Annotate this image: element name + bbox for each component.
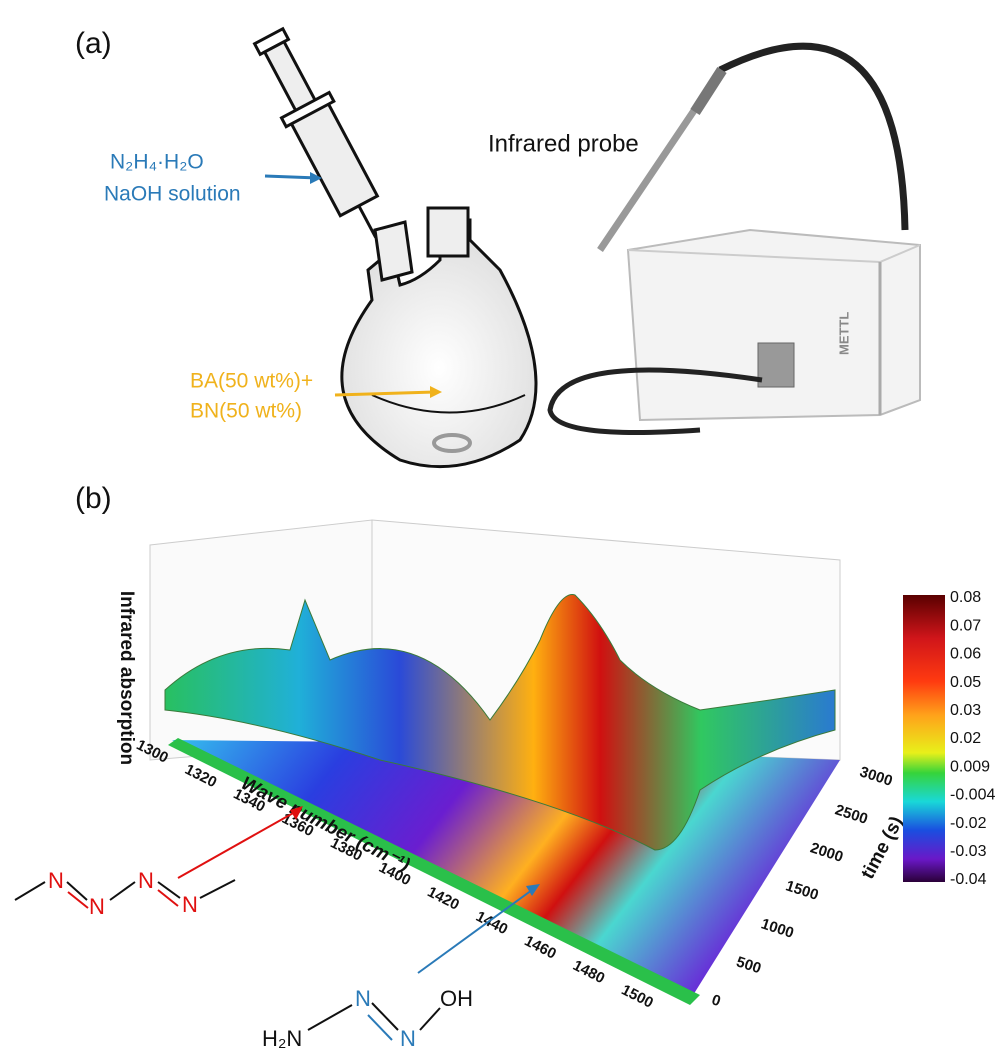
atom: N xyxy=(89,894,105,919)
brand: METTL xyxy=(836,312,851,355)
ir-instrument: METTL xyxy=(547,42,921,435)
azo-structure: N N N N xyxy=(14,806,303,919)
colorbar-tick-label: 0.06 xyxy=(950,646,981,663)
panel-label: (b) xyxy=(75,482,112,515)
reagent-line: N₂H₄·H₂O xyxy=(110,151,204,174)
y-tick-label: 1500 xyxy=(784,877,821,903)
colorbar-tick-label: -0.03 xyxy=(950,843,987,860)
contents-label: BA(50 wt%)+ BN(50 wt%) xyxy=(190,370,442,423)
reagent-line: NaOH solution xyxy=(104,183,241,206)
colorbar-tick-label: 0.009 xyxy=(950,758,990,775)
probe-label: Infrared probe xyxy=(488,130,639,157)
z-axis-label: Infrared absorption xyxy=(116,591,137,765)
flask xyxy=(340,206,538,469)
colorbar-tick-label: 0.08 xyxy=(950,589,981,606)
syringe xyxy=(252,26,380,239)
colorbar-tick-label: 0.05 xyxy=(950,674,981,691)
contents-line: BA(50 wt%)+ xyxy=(190,370,313,393)
atom: H₂N xyxy=(262,1026,302,1051)
colorbar-tick-label: 0.02 xyxy=(950,730,981,747)
colorbar-tick-label: 0.03 xyxy=(950,702,981,719)
atom: OH xyxy=(440,986,473,1011)
x-tick-label: 1480 xyxy=(570,957,607,987)
colorbar-tick-label: -0.02 xyxy=(950,815,987,832)
atom: N xyxy=(138,868,154,893)
contents-line: BN(50 wt%) xyxy=(190,400,302,423)
triazene-structure: H₂N N N OH xyxy=(262,884,540,1051)
colorbar-tick-label: -0.004 xyxy=(950,787,995,804)
colorbar-ticks: 0.08 0.07 0.06 0.05 0.03 0.02 0.009 -0.004 -0.02… xyxy=(950,589,995,888)
x-tick-label: 1500 xyxy=(619,981,656,1011)
y-tick-label: 3000 xyxy=(858,763,895,789)
colorbar-tick-label: 0.07 xyxy=(950,617,981,634)
atom: N xyxy=(182,892,198,917)
surface xyxy=(164,594,836,851)
y-tick-label: 500 xyxy=(734,953,763,977)
y-tick-label: 1000 xyxy=(759,915,796,941)
atom: N xyxy=(400,1026,416,1051)
panel-label: (a) xyxy=(75,27,112,60)
colorbar-tick-label: -0.04 xyxy=(950,871,987,888)
y-tick-label: 2000 xyxy=(808,839,845,865)
y-tick-label: 2500 xyxy=(833,801,870,827)
atom: N xyxy=(355,986,371,1011)
floor-edge xyxy=(168,738,700,1005)
colorbar xyxy=(903,595,945,882)
reagent-label: N₂H₄·H₂O NaOH solution xyxy=(104,151,322,206)
atom: N xyxy=(48,868,64,893)
y-tick-label: 0 xyxy=(710,991,723,1010)
